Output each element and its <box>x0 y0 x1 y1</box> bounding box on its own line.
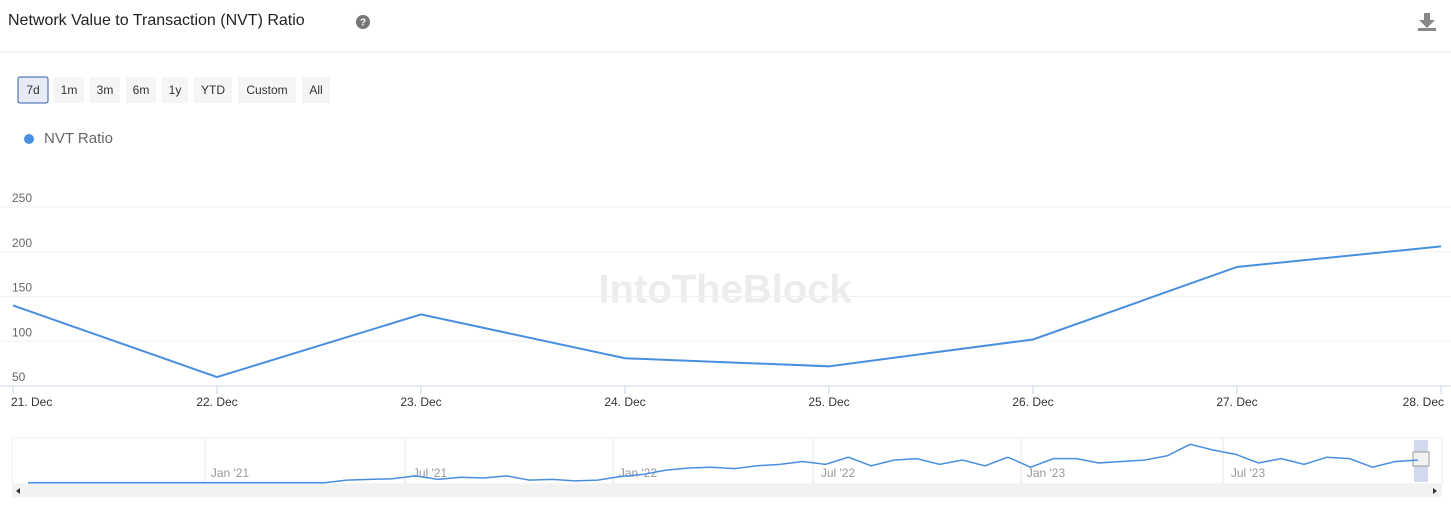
legend-label[interactable]: NVT Ratio <box>44 130 113 147</box>
range-button[interactable] <box>302 77 330 103</box>
range-button[interactable] <box>162 77 188 103</box>
y-tick-label: 150 <box>12 281 32 295</box>
x-tick-label: 23. Dec <box>400 395 441 409</box>
download-icon[interactable] <box>1418 13 1436 31</box>
x-tick-label: 25. Dec <box>808 395 849 409</box>
range-button-label: Custom <box>246 83 287 97</box>
range-button-label: 1y <box>169 83 182 97</box>
x-tick-label: 28. Dec <box>1403 395 1444 409</box>
y-tick-label: 100 <box>12 325 32 339</box>
navigator-line <box>28 443 1419 484</box>
x-tick-label: 24. Dec <box>604 395 645 409</box>
range-button-label: 1m <box>61 83 78 97</box>
x-tick-label: 27. Dec <box>1216 395 1257 409</box>
navigator-label: Jan '21 <box>211 466 250 480</box>
scroll-right[interactable] <box>1433 488 1437 494</box>
range-button[interactable] <box>238 77 296 103</box>
range-button[interactable] <box>54 77 84 103</box>
x-tick-label: 26. Dec <box>1012 395 1053 409</box>
navigator-grip[interactable] <box>1412 451 1430 467</box>
y-tick-label: 250 <box>12 191 32 205</box>
data-line <box>12 245 1442 379</box>
legend-marker <box>24 134 34 144</box>
scrollbar[interactable] <box>12 484 1442 497</box>
chart-title: Network Value to Transaction (NVT) Ratio <box>8 12 305 29</box>
x-tick-label: 21. Dec <box>11 395 52 409</box>
help-icon-mark: ? <box>360 18 366 29</box>
y-tick-label: 200 <box>12 236 32 250</box>
navigator-label: Jan '23 <box>1027 466 1066 480</box>
range-button[interactable] <box>90 77 120 103</box>
range-button-label: 6m <box>133 83 150 97</box>
help-icon[interactable] <box>356 15 370 29</box>
scroll-left[interactable] <box>16 488 20 494</box>
navigator-label: Jul '22 <box>821 466 856 480</box>
range-button-label: 7d <box>26 83 39 97</box>
navigator-label: Jan '22 <box>619 466 658 480</box>
range-button-label: 3m <box>97 83 114 97</box>
watermark: IntoTheBlock <box>598 268 852 312</box>
range-button-label: All <box>309 83 322 97</box>
x-tick-label: 22. Dec <box>196 395 237 409</box>
range-button-label: YTD <box>201 83 225 97</box>
range-button[interactable] <box>194 77 232 103</box>
y-tick-label: 50 <box>12 370 26 384</box>
range-button[interactable] <box>17 76 49 104</box>
navigator-label: Jul '23 <box>1231 466 1266 480</box>
range-button[interactable] <box>126 77 156 103</box>
